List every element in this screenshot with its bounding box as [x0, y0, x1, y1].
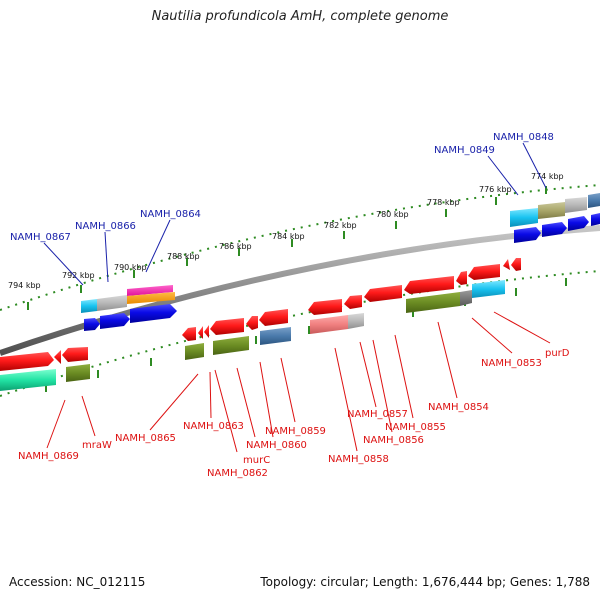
gene-label-NAMH_0858: NAMH_0858 — [328, 454, 389, 465]
feature-cog-rev — [460, 290, 472, 306]
gene-label-NAMH_0855: NAMH_0855 — [385, 422, 446, 433]
feature-cds-rev — [404, 276, 454, 294]
forward-features — [81, 193, 600, 331]
genome-backbone — [0, 225, 600, 356]
gene-label-NAMH_0869: NAMH_0869 — [18, 451, 79, 462]
feature-cog-rev — [348, 313, 364, 329]
feature-cog-fwd — [81, 299, 97, 313]
feature-cds-rev — [0, 352, 54, 371]
scale-label-778: 778 kbp — [427, 198, 460, 207]
genome-title: Nautilia profundicola AmH, complete geno… — [151, 9, 449, 24]
gene-label-NAMH_0857: NAMH_0857 — [347, 409, 408, 420]
feature-cds-rev — [210, 318, 244, 335]
feature-cog-rev — [66, 364, 90, 382]
scale-label-776: 776 kbp — [479, 185, 512, 194]
feature-cds-rev — [259, 309, 288, 326]
feature-cds-rev — [62, 347, 88, 362]
gene-label-NAMH_0865: NAMH_0865 — [115, 433, 176, 444]
feature-cog-fwd — [127, 292, 175, 304]
feature-cog-fwd — [538, 202, 565, 219]
gene-label-NAMH_0849: NAMH_0849 — [434, 145, 495, 156]
feature-cds-rev — [364, 285, 402, 302]
feature-cds-rev — [468, 264, 500, 280]
forward-label-lines — [43, 142, 547, 286]
feature-cog-fwd — [565, 197, 587, 213]
scale-label-784: 784 kbp — [272, 232, 305, 241]
feature-cds-rev — [246, 316, 258, 330]
gene-label-NAMH_0860: NAMH_0860 — [246, 440, 307, 451]
feature-cds-fwd — [100, 313, 130, 329]
feature-cds-fwd — [84, 318, 100, 331]
gene-label-NAMH_0856: NAMH_0856 — [363, 435, 424, 446]
feature-cds-fwd — [130, 304, 177, 323]
gene-label-NAMH_0867: NAMH_0867 — [10, 232, 71, 243]
feature-cds-rev — [182, 327, 196, 341]
gene-label-NAMH_0862: NAMH_0862 — [207, 468, 268, 479]
scale-label-782: 782 kbp — [324, 221, 357, 230]
gene-label-NAMH_0864: NAMH_0864 — [140, 209, 201, 220]
gene-label-NAMH_0863: NAMH_0863 — [183, 421, 244, 432]
feature-cog-fwd — [588, 193, 600, 208]
scale-label-780: 780 kbp — [376, 210, 409, 219]
feature-cds-fwd — [542, 222, 567, 237]
feature-cds-fwd — [568, 216, 589, 231]
feature-cog-rev — [185, 343, 204, 360]
reverse-features — [0, 258, 521, 391]
gene-label-NAMH_0848: NAMH_0848 — [493, 132, 554, 143]
scale-label-774: 774 kbp — [531, 172, 564, 181]
feature-cds-rev — [456, 271, 467, 285]
feature-cds-fwd — [591, 213, 600, 226]
feature-cds-rev — [344, 295, 362, 309]
scale-label-792: 792 kbp — [62, 271, 95, 280]
feature-cog-rev — [406, 292, 460, 313]
feature-cog-rev — [0, 369, 56, 391]
gene-label-NAMH_0853: NAMH_0853 — [481, 358, 542, 369]
gene-label-mraW: mraW — [82, 440, 112, 451]
feature-cog-fwd — [510, 208, 538, 227]
feature-cds-fwd — [514, 227, 541, 243]
feature-cds-rev — [511, 258, 521, 271]
scale-label-790: 790 kbp — [114, 263, 147, 272]
scale-label-786: 786 kbp — [219, 242, 252, 251]
feature-cds-rev — [54, 350, 61, 364]
genome-stats: Topology: circular; Length: 1,676,444 bp… — [260, 575, 590, 589]
feature-cds-rev — [308, 299, 342, 315]
feature-cds-rev — [204, 325, 209, 338]
scale-label-788: 788 kbp — [167, 252, 200, 261]
feature-cds-rev — [503, 259, 510, 270]
feature-cog-fwd — [97, 295, 127, 311]
feature-cds-rev — [198, 326, 203, 339]
scale-label-794: 794 kbp — [8, 281, 41, 290]
gene-label-NAMH_0866: NAMH_0866 — [75, 221, 136, 232]
feature-cog-fwd — [127, 285, 173, 296]
accession-info: Accession: NC_012115 — [9, 575, 146, 589]
gene-label-NAMH_0854: NAMH_0854 — [428, 402, 489, 413]
feature-cog-rev — [472, 280, 505, 298]
gene-label-NAMH_0859: NAMH_0859 — [265, 426, 326, 437]
feature-cog-rev — [213, 336, 249, 355]
gene-label-murC: murC — [243, 455, 270, 466]
reverse-label-lines — [46, 311, 551, 453]
feature-cog-rev — [260, 327, 291, 345]
upper-ruler — [0, 184, 600, 311]
feature-cog-rev — [310, 315, 348, 334]
gene-label-purD: purD — [545, 348, 570, 359]
